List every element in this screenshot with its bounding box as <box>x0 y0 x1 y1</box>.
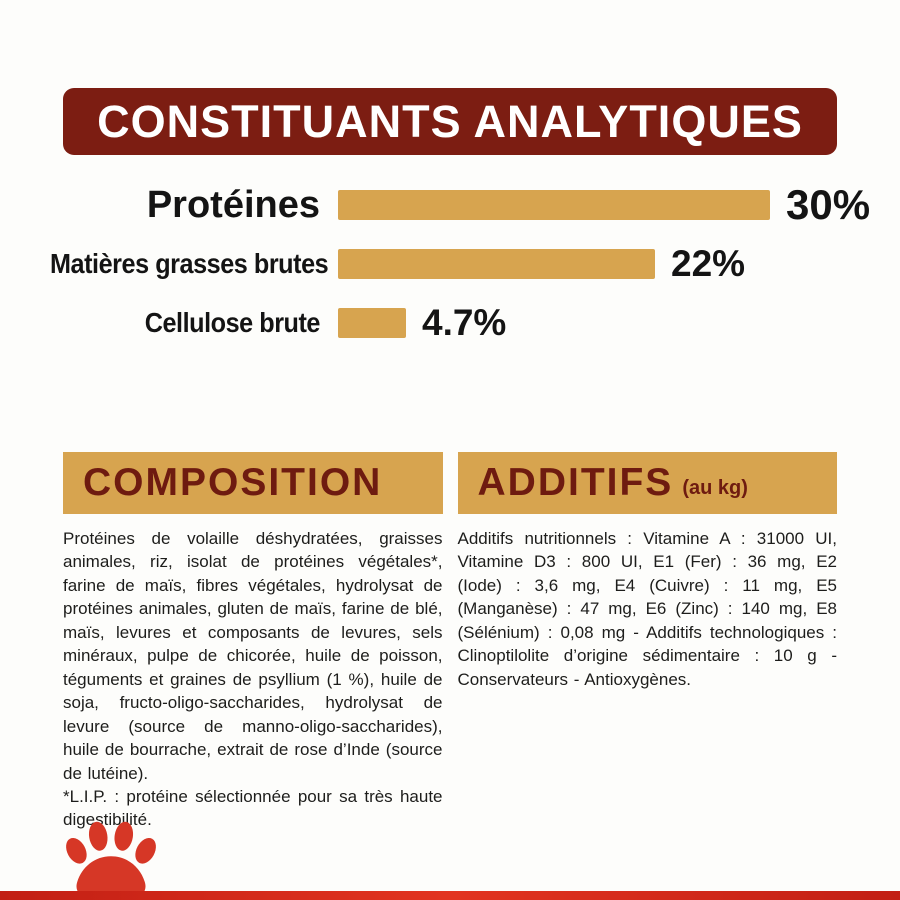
analytical-constituents-banner: CONSTITUANTS ANALYTIQUES <box>63 88 837 155</box>
banner-title: CONSTITUANTS ANALYTIQUES <box>97 95 803 147</box>
composition-section: COMPOSITION Protéines de volaille déshyd… <box>63 452 443 832</box>
info-columns: COMPOSITION Protéines de volaille déshyd… <box>63 452 837 832</box>
additifs-header: ADDITIFS (au kg) <box>457 452 837 514</box>
bar-cellulose <box>338 308 406 338</box>
paw-crown-logo-icon <box>56 818 166 900</box>
additifs-title: ADDITIFS <box>477 461 674 504</box>
additifs-subtitle: (au kg) <box>682 476 748 499</box>
constituents-bar-chart: Protéines 30% Matières grasses brutes 22… <box>20 180 890 357</box>
chart-row-cellulose: Cellulose brute 4.7% <box>20 298 890 348</box>
chart-label-cellulose: Cellulose brute <box>144 307 321 338</box>
bar-proteines <box>338 190 770 220</box>
chart-value-matieres-grasses: 22% <box>671 243 746 284</box>
bottom-red-strip <box>0 891 900 900</box>
chart-value-proteines: 30% <box>786 181 871 228</box>
composition-body: Protéines de volaille déshydratées, grai… <box>63 529 443 783</box>
chart-row-matieres-grasses: Matières grasses brutes 22% <box>20 239 890 289</box>
chart-label-proteines: Protéines <box>146 183 320 226</box>
chart-value-cellulose: 4.7% <box>422 302 507 343</box>
composition-title: COMPOSITION <box>83 461 383 504</box>
additifs-section: ADDITIFS (au kg) Additifs nutritionnels … <box>457 452 838 832</box>
additifs-body: Additifs nutritionnels : Vitamine A : 31… <box>457 529 838 689</box>
chart-row-proteines: Protéines 30% <box>20 180 890 230</box>
chart-label-matieres-grasses: Matières grasses brutes <box>50 248 329 279</box>
composition-header: COMPOSITION <box>63 452 443 514</box>
bar-matieres-grasses <box>338 249 655 279</box>
